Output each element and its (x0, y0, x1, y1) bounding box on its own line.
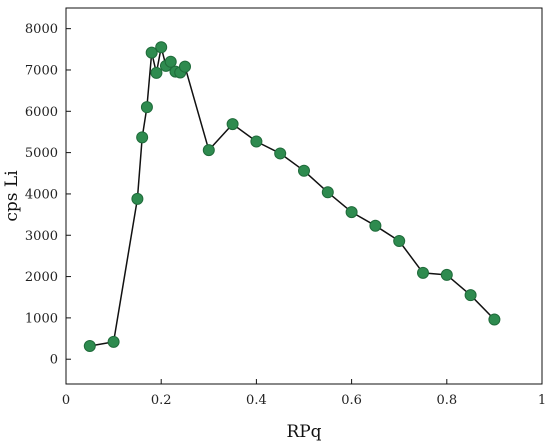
y-tick-label: 8000 (25, 22, 58, 37)
x-tick-label: 0.4 (246, 393, 267, 408)
y-tick-label: 6000 (25, 105, 58, 120)
data-point (83, 339, 96, 352)
y-tick-label: 3000 (25, 229, 58, 244)
x-tick-label: 1 (538, 393, 546, 408)
data-point (136, 131, 149, 144)
y-tick-label: 2000 (25, 270, 58, 285)
y-axis: 0 1000 2000 3000 4000 5000 6000 7000 8000 (25, 22, 71, 368)
data-point (321, 186, 334, 199)
data-point (417, 266, 429, 279)
x-tick-label: 0 (62, 393, 70, 408)
x-axis: 0 0.2 0.4 0.6 0.8 1 (62, 379, 546, 408)
data-point (464, 289, 477, 302)
data-point (393, 235, 406, 248)
data-point (131, 192, 144, 205)
series-polyline (89, 46, 495, 347)
data-point (274, 147, 287, 160)
data-point (488, 313, 501, 326)
data-point (440, 268, 453, 281)
data-point (150, 66, 163, 79)
data-point (155, 41, 168, 54)
y-tick-label: 5000 (25, 146, 58, 161)
data-point (140, 101, 153, 114)
data-point (179, 60, 191, 73)
data-point (250, 135, 263, 148)
x-tick-label: 0.6 (341, 393, 362, 408)
data-point (164, 55, 177, 68)
data-point (298, 164, 310, 177)
y-axis-title: cps Li (2, 170, 22, 222)
x-axis-title: RPq (286, 422, 321, 442)
plot-frame (65, 7, 543, 385)
y-tick-label: 7000 (25, 63, 58, 78)
data-point (107, 335, 120, 348)
data-point (369, 219, 382, 232)
data-point (202, 144, 215, 157)
data-points (83, 41, 501, 352)
data-point (345, 206, 358, 219)
x-tick-label: 0.8 (436, 393, 457, 408)
x-tick-label: 0.2 (151, 393, 172, 408)
data-point (145, 46, 158, 59)
y-tick-label: 0 (50, 353, 58, 368)
y-tick-label: 1000 (25, 311, 58, 326)
series-line (89, 46, 495, 347)
y-tick-label: 4000 (25, 187, 58, 202)
data-point (226, 118, 239, 131)
